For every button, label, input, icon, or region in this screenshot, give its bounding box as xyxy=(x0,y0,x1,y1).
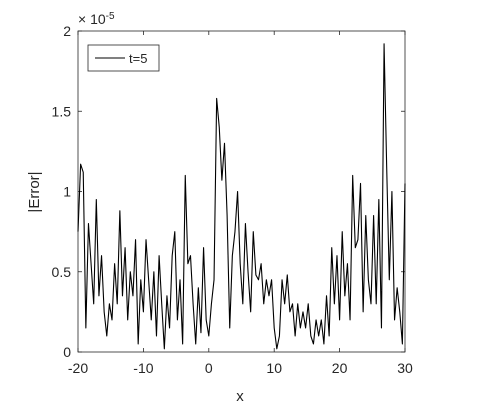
series-line-t5 xyxy=(77,43,406,350)
x-tick-label: 30 xyxy=(397,360,413,376)
y-tick-label: 2 xyxy=(63,23,71,39)
x-tick-label: 20 xyxy=(332,360,348,376)
y-tick-label: 1 xyxy=(63,184,71,200)
y-exponent-label: × 10-5 xyxy=(78,11,115,27)
legend: t=5 xyxy=(87,44,160,72)
y-tick-label: 1.5 xyxy=(52,103,72,119)
x-tick-label: 10 xyxy=(266,360,282,376)
y-axis-label: |Error| xyxy=(26,171,43,212)
axes: -20 -10 0 10 20 30 0 0.5 1 1.5 2 xyxy=(52,23,413,376)
y-tick-label: 0.5 xyxy=(52,264,72,280)
legend-label-t5: t=5 xyxy=(129,51,147,66)
x-tick-label: 0 xyxy=(205,360,213,376)
y-tick-label: 0 xyxy=(63,344,71,360)
x-tick-label: -20 xyxy=(68,360,88,376)
x-axis-label: x xyxy=(236,388,244,405)
x-tick-label: -10 xyxy=(133,360,153,376)
